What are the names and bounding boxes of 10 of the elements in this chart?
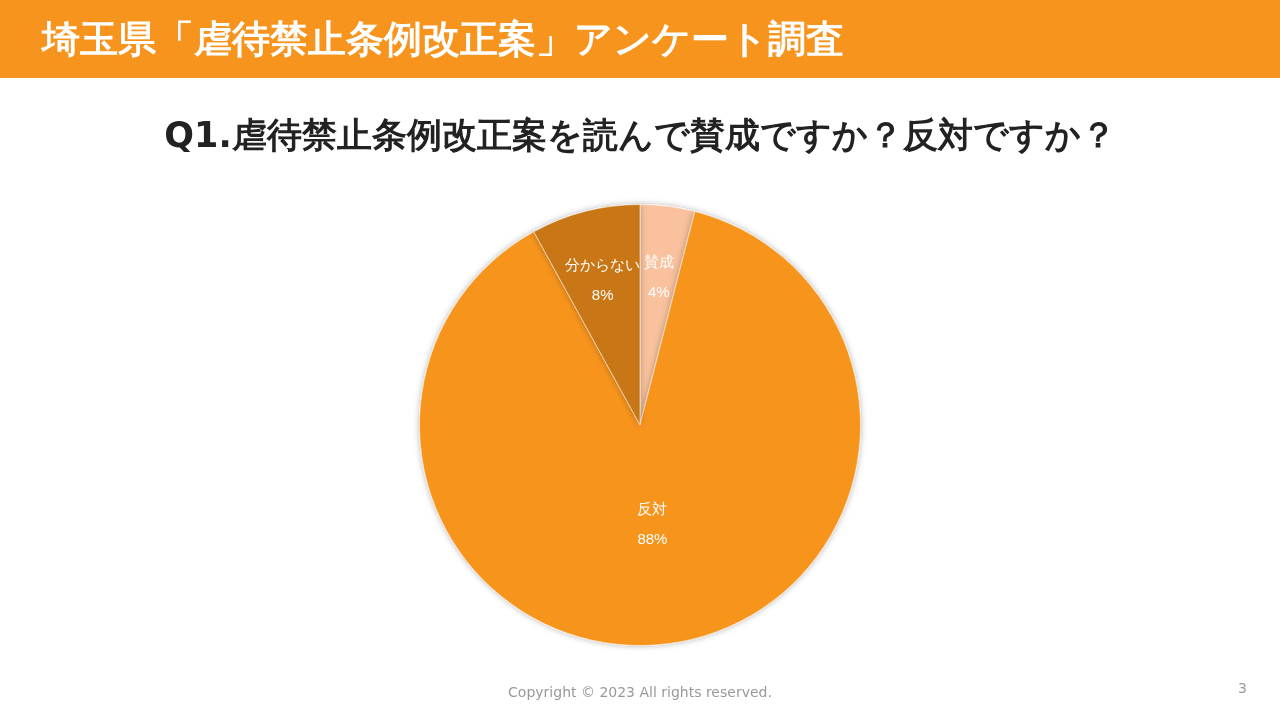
- data-label: 88%: [637, 529, 668, 547]
- slice-label: 分からない: [565, 256, 641, 274]
- data-label: 8%: [591, 286, 614, 304]
- chart-subtitle: Q1.虐待禁止条例改正案を読んで賛成ですか？反対ですか？: [163, 114, 1117, 157]
- chart-title: 埼玉県「虐待禁止条例改正案」アンケート調査: [42, 16, 844, 63]
- slice-label: 賛成: [643, 252, 674, 270]
- slice-label: 反対: [637, 499, 668, 517]
- text: Copyright © 2023 All rights reserved.: [508, 684, 772, 700]
- data-label: 4%: [647, 282, 670, 300]
- text: 3: [1238, 680, 1247, 696]
